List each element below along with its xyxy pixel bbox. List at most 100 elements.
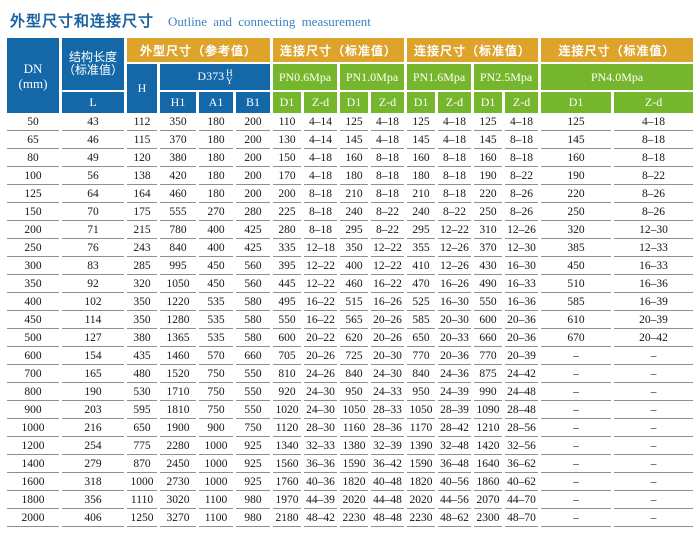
cell: – [541,439,612,455]
cell: – [541,367,612,383]
header-pn25-d1: D1 [474,92,503,113]
table-row: 80 49 120 380 180 200 150 4–18 160 8–18 160 8–18 160… [7,151,694,167]
cell: 200 [236,115,271,131]
cell: 8–18 [304,187,338,203]
cell: 210 [407,187,436,203]
cell: 1090 [474,403,503,419]
cell: 1760 [273,475,302,491]
cell: 240 [340,205,369,221]
cell: 20–39 [614,313,694,329]
cell: 8–18 [438,187,472,203]
cell: 24–42 [505,367,539,383]
cell: 1820 [340,475,369,491]
cell: 565 [340,313,369,329]
cell: 1250 [127,511,157,527]
cell: 8–18 [438,151,472,167]
cell: – [541,457,612,473]
cell: 4–14 [304,133,338,149]
page-title: 外型尺寸和连接尺寸 Outline and connecting measure… [4,6,696,36]
header-l: L [62,92,124,113]
cell: 16–22 [304,295,338,311]
cell: 725 [340,349,369,365]
cell: 40–56 [438,475,472,491]
cell: 705 [273,349,302,365]
cell: 750 [199,403,233,419]
cell: 180 [199,169,233,185]
cell: 24–30 [304,403,338,419]
cell: 395 [273,259,302,275]
cell: 780 [160,223,196,239]
header-d373: D373 H Y [160,64,271,90]
table-row: 2000 406 1250 3270 1100 980 2180 48–42 2230 48–48… [7,511,694,527]
cell: 460 [160,187,196,203]
cell: 875 [474,367,503,383]
cell: 36–48 [438,457,472,473]
cell: 310 [474,223,503,239]
header-pn10-zd: Z-d [371,92,405,113]
cell: 2280 [160,439,196,455]
header-d373-label: D373 [197,68,225,83]
cell: – [614,349,694,365]
cell: 280 [273,223,302,239]
cell: 8–18 [614,151,694,167]
cell: 1100 [199,493,233,509]
cell: 8–18 [614,133,694,149]
cell: 1280 [160,313,196,329]
cell: 200 [236,133,271,149]
cell: 8–18 [304,205,338,221]
cell: – [541,493,612,509]
cell: 32–56 [505,439,539,455]
cell: 840 [407,367,436,383]
cell: 190 [474,169,503,185]
cell: – [614,457,694,473]
cell: 200 [7,223,59,239]
cell: – [614,385,694,401]
cell: 4–14 [304,115,338,131]
cell: 500 [7,331,59,347]
cell: 48–48 [371,511,405,527]
table-row: 200 71 215 780 400 425 280 8–18 295 8–22 295 12–22 3… [7,223,694,239]
cell: 3020 [160,493,196,509]
table-row: 65 46 115 370 180 200 130 4–14 145 4–18 145 4–18 145… [7,133,694,149]
header-group-connect-1: 连接尺寸（标准值） [273,38,405,62]
cell: 595 [127,403,157,419]
dimension-table: DN (mm) 结构长度 （标准值） 外型尺寸（参考值） 连接尺寸（标准值） 连… [4,36,696,529]
header-pn10-d1: D1 [340,92,369,113]
cell: 700 [7,367,59,383]
cell: 160 [407,151,436,167]
cell: 950 [340,385,369,401]
header-group-outline: 外型尺寸（参考值） [127,38,271,62]
cell: 620 [340,331,369,347]
cell: – [614,439,694,455]
header-pn06-d1: D1 [273,92,302,113]
cell: 127 [62,331,124,347]
cell: 145 [474,133,503,149]
cell: 180 [407,169,436,185]
cell: 180 [199,151,233,167]
cell: 335 [273,241,302,257]
cell: 900 [199,421,233,437]
cell: 750 [236,421,271,437]
cell: 8–26 [614,187,694,203]
header-structural-length: 结构长度 （标准值） [62,38,124,90]
cell: 12–22 [304,259,338,275]
cell: 180 [199,187,233,203]
cell: 560 [236,259,271,275]
cell: 24–36 [438,367,472,383]
cell: 200 [236,187,271,203]
cell: 2000 [7,511,59,527]
cell: 250 [7,241,59,257]
cell: 550 [273,313,302,329]
cell: 550 [474,295,503,311]
cell: – [614,403,694,419]
cell: 200 [236,169,271,185]
cell: 1460 [160,349,196,365]
cell: 44–56 [438,493,472,509]
cell: 12–22 [371,241,405,257]
cell: 8–26 [505,205,539,221]
cell: 44–70 [505,493,539,509]
cell: – [614,367,694,383]
cell: 64 [62,187,124,203]
cell: 285 [127,259,157,275]
cell: 102 [62,295,124,311]
